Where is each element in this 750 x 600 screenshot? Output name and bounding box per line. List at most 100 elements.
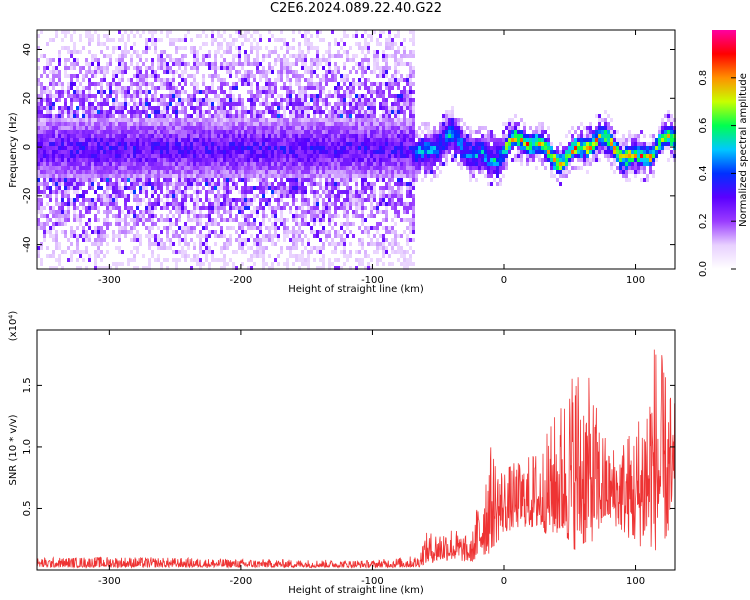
spectrogram-cell	[343, 98, 346, 102]
spectrogram-cell	[217, 126, 220, 130]
spectrogram-cell	[304, 54, 307, 58]
spectrogram-cell	[91, 130, 94, 134]
spectrogram-cell	[271, 50, 274, 54]
spectrogram-cell	[382, 106, 385, 110]
spectrogram-cell	[49, 78, 52, 82]
spectrogram-cell	[94, 206, 97, 210]
spectrogram-cell	[229, 102, 232, 106]
spectrogram-cell	[328, 266, 331, 270]
spectrogram-cell	[112, 70, 115, 74]
spectrogram-cell	[253, 98, 256, 102]
spectrogram-cell	[187, 158, 190, 162]
spectrogram-cell	[391, 82, 394, 86]
spectrogram-cell	[103, 166, 106, 170]
spectrogram-cell	[274, 242, 277, 246]
spectrogram-cell	[388, 198, 391, 202]
spectrogram-cell	[283, 122, 286, 126]
spectrogram-cell	[106, 122, 109, 126]
spectrogram-cell	[220, 118, 223, 122]
spectrogram-cell	[154, 150, 157, 154]
spectrogram-cell	[337, 242, 340, 246]
spectrogram-cell	[154, 114, 157, 118]
spectrogram-cell	[343, 134, 346, 138]
spectrogram-cell	[346, 114, 349, 118]
spectrogram-cell	[259, 102, 262, 106]
spectrogram-cell	[193, 198, 196, 202]
spectrogram-cell	[199, 142, 202, 146]
spectrogram-cell	[40, 246, 43, 250]
spectrogram-cell	[337, 98, 340, 102]
spectrogram-cell	[124, 134, 127, 138]
spectrogram-cell	[388, 66, 391, 70]
spectrogram-cell	[235, 266, 238, 270]
spectrogram-cell	[130, 62, 133, 66]
spectrogram-cell	[313, 178, 316, 182]
spectrogram-cell	[178, 110, 181, 114]
spectrogram-cell	[313, 158, 316, 162]
spectrogram-cell	[121, 38, 124, 42]
spectrogram-cell	[196, 90, 199, 94]
spectrogram-cell	[163, 246, 166, 250]
spectrogram-cell	[322, 66, 325, 70]
spectrogram-cell	[130, 230, 133, 234]
spectrogram-cell	[154, 106, 157, 110]
spectrogram-cell	[289, 138, 292, 142]
spectrogram-cell	[376, 154, 379, 158]
spectrogram-cell	[61, 170, 64, 174]
spectrogram-cell	[343, 158, 346, 162]
spectrogram-cell	[97, 126, 100, 130]
spectrogram-cell	[64, 30, 67, 34]
spectrogram-cell	[229, 110, 232, 114]
spectrogram-cell	[205, 246, 208, 250]
spectrogram-cell	[313, 62, 316, 66]
spectrogram-cell	[250, 122, 253, 126]
spectrogram-cell	[376, 82, 379, 86]
spectrogram-cell	[367, 162, 370, 166]
spectrogram-cell	[103, 122, 106, 126]
spectrogram-cell	[115, 182, 118, 186]
spectrogram-cell	[280, 134, 283, 138]
spectrogram-cell	[373, 118, 376, 122]
spectrogram-cell	[361, 34, 364, 38]
spectrogram-cell	[136, 150, 139, 154]
spectrogram-cell	[355, 206, 358, 210]
spectrogram-cell	[217, 86, 220, 90]
spectrogram-cell	[253, 130, 256, 134]
spectrogram-cell	[163, 78, 166, 82]
spectrogram-cell	[289, 254, 292, 258]
spectrogram-cell	[292, 114, 295, 118]
spectrogram-cell	[154, 222, 157, 226]
spectrogram-cell	[295, 238, 298, 242]
spectrogram-cell	[193, 82, 196, 86]
spectrogram-cell	[58, 70, 61, 74]
spectrogram-cell	[376, 74, 379, 78]
spectrogram-cell	[136, 214, 139, 218]
spectrogram-cell	[115, 186, 118, 190]
spectrogram-cell	[163, 182, 166, 186]
spectrogram-cell	[211, 154, 214, 158]
spectrogram-cell	[349, 194, 352, 198]
spectrogram-cell	[334, 134, 337, 138]
spectrogram-cell	[67, 90, 70, 94]
spectrogram-cell	[271, 170, 274, 174]
spectrogram-cell	[223, 138, 226, 142]
spectrogram-cell	[196, 198, 199, 202]
spectrogram-cell	[208, 210, 211, 214]
spectrogram-cell	[142, 222, 145, 226]
spectrogram-cell	[355, 98, 358, 102]
spectrogram-cell	[79, 134, 82, 138]
spectrogram-cell	[262, 142, 265, 146]
spectrogram-cell	[166, 70, 169, 74]
spectrogram-cell	[238, 54, 241, 58]
spectrogram-cell	[205, 222, 208, 226]
spectrogram-cell	[208, 266, 211, 270]
spectrogram-cell	[268, 30, 271, 34]
spectrogram-cell	[211, 130, 214, 134]
spectrogram-cell	[268, 110, 271, 114]
spectrogram-cell	[307, 182, 310, 186]
spectrogram-cell	[379, 114, 382, 118]
spectrogram-cell	[259, 114, 262, 118]
spectrogram-cell	[97, 154, 100, 158]
spectrogram-cell	[46, 146, 49, 150]
spectrogram-cell	[133, 130, 136, 134]
